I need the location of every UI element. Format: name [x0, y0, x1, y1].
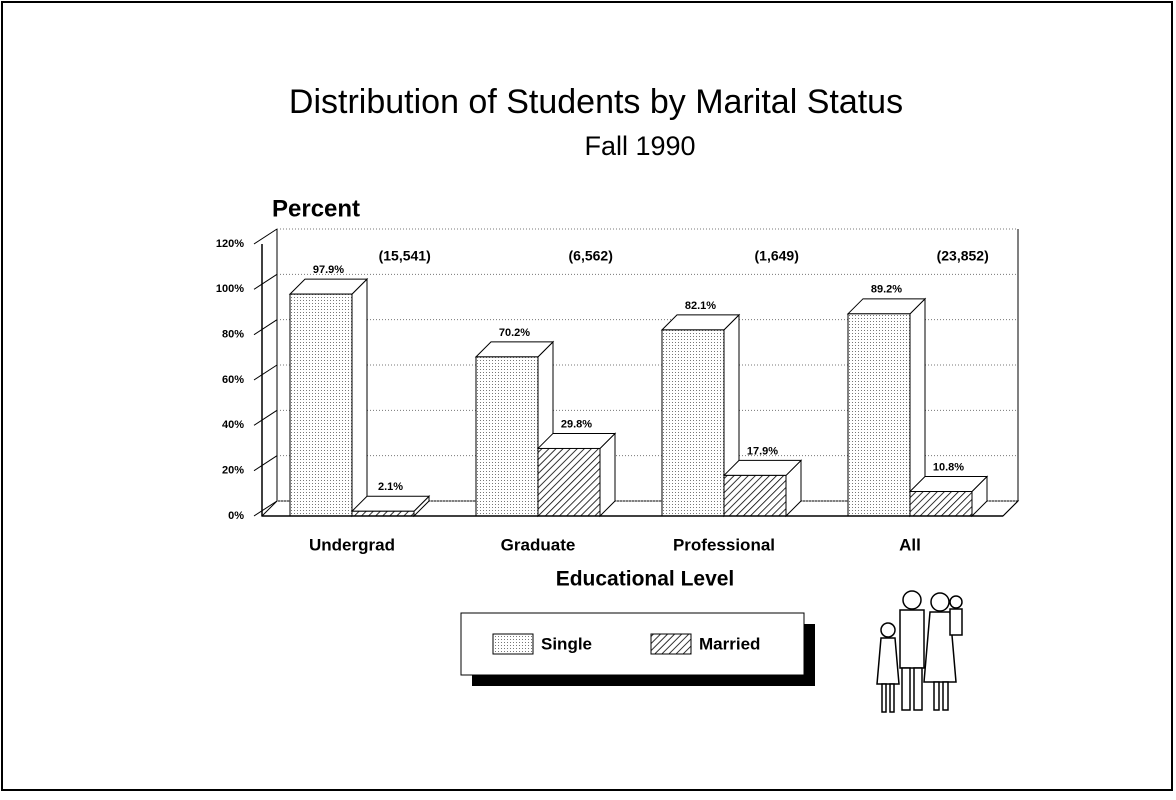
- value-label: 29.8%: [561, 418, 592, 430]
- x-tick-label: Professional: [673, 535, 775, 554]
- bar: [848, 314, 910, 516]
- x-tick-label: Undergrad: [309, 535, 395, 554]
- chart-subtitle: Fall 1990: [584, 131, 695, 161]
- legend-label: Married: [699, 634, 760, 653]
- value-label: 97.9%: [313, 264, 344, 276]
- x-tick-label: Graduate: [501, 535, 576, 554]
- bar: [290, 294, 352, 516]
- x-axis-label: Educational Level: [556, 568, 735, 591]
- bar: [538, 448, 600, 516]
- bar-side: [352, 279, 367, 516]
- value-label: 10.8%: [933, 461, 964, 473]
- legend-swatch: [493, 634, 533, 654]
- y-tick: [254, 365, 277, 380]
- value-label: 17.9%: [747, 445, 778, 457]
- y-tick-label: 20%: [222, 465, 244, 477]
- value-label: 70.2%: [499, 327, 530, 339]
- y-tick: [254, 320, 277, 335]
- y-tick: [254, 229, 277, 244]
- legend-label: Single: [541, 634, 592, 653]
- bar: [724, 475, 786, 516]
- family-illustration: [877, 591, 962, 712]
- group-total: (23,852): [937, 248, 989, 264]
- value-label: 89.2%: [871, 284, 902, 296]
- y-tick: [254, 456, 277, 471]
- group-total: (6,562): [569, 248, 613, 264]
- y-tick-label: 60%: [222, 374, 244, 386]
- x-tick-label: All: [899, 535, 921, 554]
- group-total: (1,649): [755, 248, 799, 264]
- legend: Single Married: [461, 613, 815, 686]
- y-tick: [254, 274, 277, 289]
- y-tick-label: 80%: [222, 329, 244, 341]
- y-tick-label: 120%: [216, 238, 244, 250]
- chart-title: Distribution of Students by Marital Stat…: [289, 83, 903, 121]
- y-tick: [254, 410, 277, 425]
- value-label: 2.1%: [378, 481, 403, 493]
- bar: [476, 357, 538, 516]
- bar: [910, 492, 972, 516]
- chart: Distribution of Students by Marital Stat…: [0, 0, 1176, 800]
- y-tick-label: 0%: [228, 510, 244, 522]
- bar: [662, 330, 724, 516]
- y-tick-label: 100%: [216, 283, 244, 295]
- legend-swatch: [651, 634, 691, 654]
- value-label: 82.1%: [685, 300, 716, 312]
- y-tick-label: 40%: [222, 419, 244, 431]
- y-axis-label: Percent: [272, 195, 360, 222]
- group-total: (15,541): [379, 248, 431, 264]
